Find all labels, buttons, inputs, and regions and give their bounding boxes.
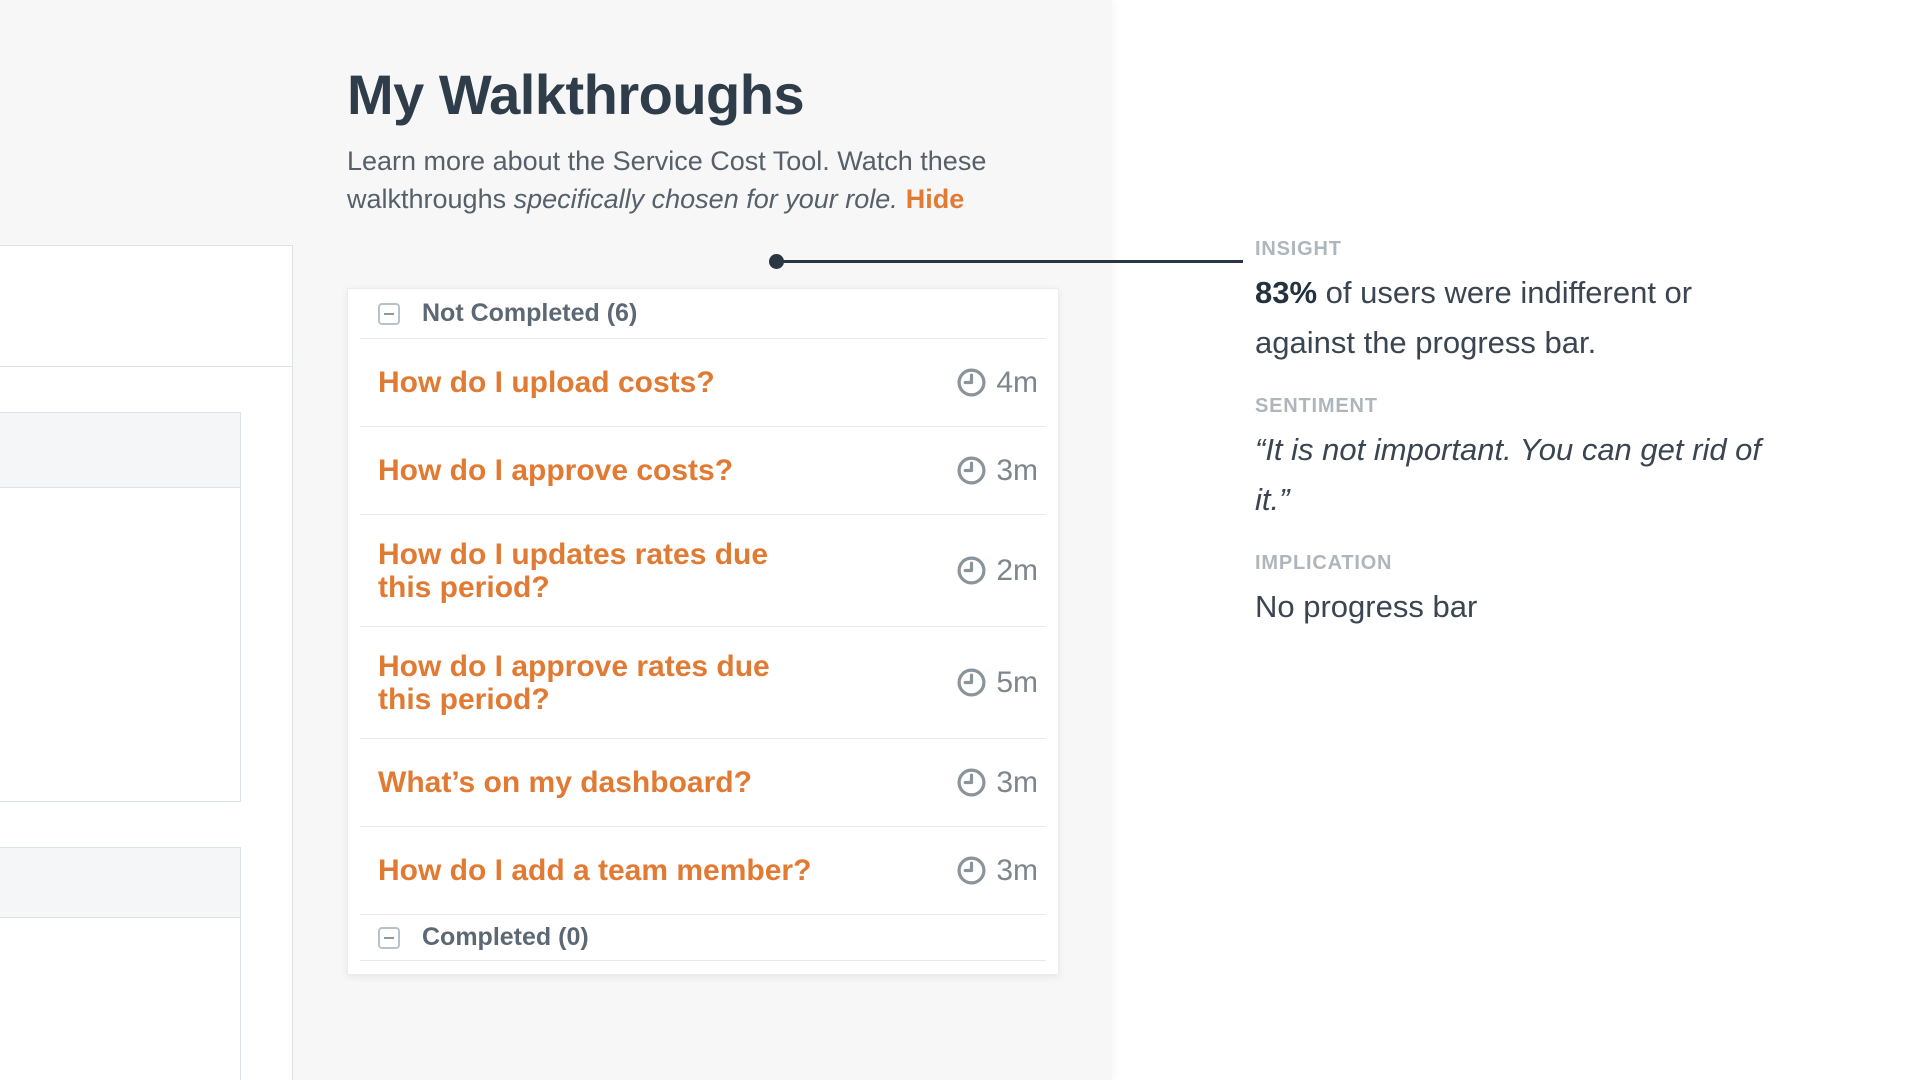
page-fragment-divider	[0, 366, 292, 367]
duration-text: 4m	[996, 365, 1038, 399]
duration-badge: 2m	[956, 554, 1038, 588]
clock-icon	[957, 768, 986, 797]
walkthrough-item-row: How do I approve rates due this period? 5…	[360, 627, 1046, 739]
page-fragment-card-bottom	[0, 847, 241, 1080]
clock-icon	[957, 856, 986, 885]
walkthrough-title-line: How do I approve costs?	[378, 454, 734, 487]
section-header-not-completed[interactable]: Not Completed (6)	[360, 289, 1046, 339]
walkthrough-title-line: How do I updates rates due	[378, 537, 769, 571]
walkthrough-title-line: How do I approve rates due	[378, 649, 770, 683]
insight-label: INSIGHT	[1255, 238, 1342, 260]
implication-text: No progress bar	[1255, 589, 1478, 624]
walkthrough-link[interactable]: How do I upload costs?	[378, 366, 715, 399]
walkthrough-item-row: How do I add a team member? 3m	[360, 827, 1046, 915]
hide-link[interactable]: Hide	[905, 184, 965, 214]
walkthrough-link[interactable]: What’s on my dashboard?	[378, 766, 752, 799]
section-label: Completed (0)	[422, 923, 589, 951]
duration-badge: 3m	[956, 766, 1038, 800]
duration-text: 5m	[996, 665, 1038, 699]
duration-badge: 3m	[956, 454, 1038, 488]
walkthrough-link[interactable]: How do I updates rates due this period?	[378, 538, 768, 604]
sentiment-quote: “It is not important. You can get rid of…	[1255, 432, 1762, 517]
page-fragment-card-header	[0, 413, 240, 488]
walkthrough-link[interactable]: How do I approve rates due this period?	[378, 650, 770, 716]
section-label: Not Completed (6)	[422, 299, 638, 327]
insight-block: INSIGHT 83% of users were indifferent or…	[1255, 238, 1800, 368]
sentiment-block: SENTIMENT “It is not important. You can …	[1255, 395, 1800, 525]
walkthrough-item-row: How do I approve costs? 3m	[360, 427, 1046, 515]
description-text: Learn more about the Service Cost Tool. …	[347, 146, 987, 214]
page-fragment-card-middle	[0, 412, 241, 802]
walkthrough-link[interactable]: How do I approve costs?	[378, 454, 733, 487]
sentiment-label: SENTIMENT	[1255, 395, 1378, 417]
walkthrough-title-line: What’s on my dashboard?	[378, 766, 752, 799]
dimmed-page-overlay: My Walkthroughs Learn more about the Ser…	[0, 63, 1059, 1080]
section-header-completed[interactable]: Completed (0)	[360, 915, 1046, 961]
duration-badge: 5m	[956, 666, 1038, 700]
annotation-panel: INSIGHT 83% of users were indifferent or…	[1255, 238, 1800, 659]
walkthrough-title-line: this period?	[378, 570, 550, 604]
duration-text: 2m	[996, 553, 1038, 587]
panel-description: Learn more about the Service Cost Tool. …	[347, 142, 1052, 218]
my-walkthroughs-header: My Walkthroughs Learn more about the Ser…	[347, 64, 1059, 218]
walkthrough-item-row: What’s on my dashboard? 3m	[360, 739, 1046, 827]
implication-label: IMPLICATION	[1255, 552, 1393, 574]
walkthrough-item-row: How do I updates rates due this period? 2…	[360, 515, 1046, 627]
description-italic-text: specifically chosen for your role.	[513, 184, 898, 214]
duration-text: 3m	[996, 853, 1038, 887]
annotation-connector-dot	[769, 254, 784, 269]
walkthrough-title-line: How do I add a team member?	[378, 854, 812, 887]
clock-icon	[957, 456, 986, 485]
page-title: My Walkthroughs	[347, 63, 805, 126]
duration-badge: 4m	[956, 366, 1038, 400]
duration-text: 3m	[996, 765, 1038, 799]
clock-icon	[957, 668, 986, 697]
annotation-connector-line	[776, 260, 1243, 263]
walkthrough-title-line: this period?	[378, 682, 550, 716]
walkthrough-item-row: How do I upload costs? 4m	[360, 339, 1046, 427]
page-fragment-card-header	[0, 848, 240, 918]
insight-text: 83% of users were indifferent or against…	[1255, 268, 1800, 368]
walkthroughs-card: Not Completed (6) How do I upload costs?…	[347, 288, 1059, 975]
duration-text: 3m	[996, 453, 1038, 487]
implication-block: IMPLICATION No progress bar	[1255, 552, 1800, 632]
clock-icon	[957, 368, 986, 397]
walkthrough-title-line: How do I upload costs?	[378, 366, 715, 399]
insight-stat: 83%	[1255, 275, 1318, 310]
walkthrough-link[interactable]: How do I add a team member?	[378, 854, 811, 887]
clock-icon	[957, 556, 986, 585]
insight-text-rest: of users were indifferent or against the…	[1255, 275, 1693, 360]
collapse-minus-icon[interactable]	[378, 302, 400, 325]
collapse-minus-icon[interactable]	[378, 926, 400, 949]
duration-badge: 3m	[956, 854, 1038, 888]
